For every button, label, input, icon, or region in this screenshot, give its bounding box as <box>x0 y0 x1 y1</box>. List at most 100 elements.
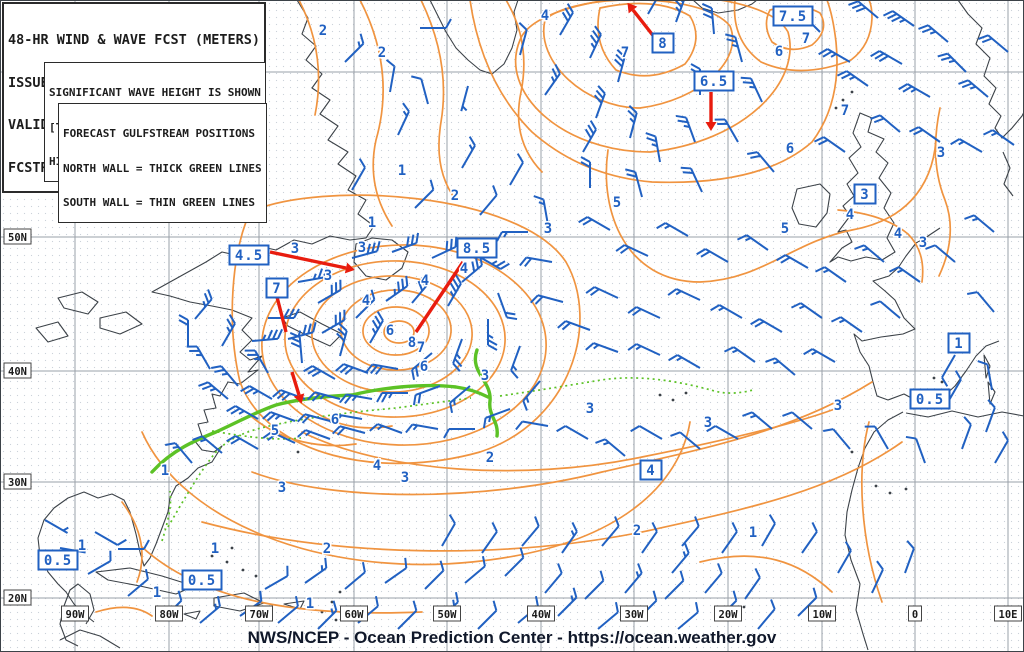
svg-text:50W: 50W <box>438 609 458 621</box>
wave-height-contour <box>514 0 791 153</box>
wind-barb <box>656 222 689 237</box>
wind-barb <box>297 267 328 283</box>
wind-barb <box>221 314 236 347</box>
contour-label: 3 <box>586 401 594 417</box>
contour-label: 4 <box>373 458 381 474</box>
svg-text:80W: 80W <box>160 609 180 621</box>
wave-height-contour <box>362 306 430 356</box>
svg-text:3: 3 <box>860 187 869 203</box>
coastline <box>791 183 831 228</box>
svg-text:0: 0 <box>912 609 918 621</box>
wind-barb <box>585 286 619 299</box>
svg-text:1: 1 <box>954 336 963 352</box>
contour-label: 6 <box>331 412 339 428</box>
longitude-label: 90W <box>61 605 89 622</box>
wind-barb <box>479 185 498 216</box>
svg-text:50N: 50N <box>8 232 27 244</box>
wind-barb <box>761 514 776 547</box>
wind-barb <box>964 214 995 233</box>
wind-barb <box>297 413 331 424</box>
wind-barb <box>369 311 384 344</box>
wind-barb <box>837 70 869 87</box>
wind-barb <box>721 522 738 554</box>
wind-barb <box>624 563 643 594</box>
svg-text:40W: 40W <box>532 609 552 621</box>
wind-barb <box>889 266 921 283</box>
wind-barb <box>680 166 703 193</box>
longitude-label: 30W <box>620 605 648 622</box>
longitude-label: 70W <box>245 605 273 622</box>
wind-barb <box>627 343 661 356</box>
svg-text:30W: 30W <box>625 609 645 621</box>
coastline <box>1002 151 1014 197</box>
wind-barb <box>742 411 773 430</box>
wind-barb <box>461 136 476 169</box>
coastline <box>59 583 95 647</box>
svg-text:10E: 10E <box>999 609 1018 621</box>
wind-barb <box>578 216 611 231</box>
wind-barb <box>351 241 381 259</box>
wind-barb <box>44 519 69 534</box>
wave-extreme-label: 7.5 <box>772 5 814 27</box>
wind-barb <box>519 256 553 267</box>
contour-label: 6 <box>786 141 794 157</box>
wave-height-contour <box>284 260 506 418</box>
wind-barb <box>765 357 796 376</box>
wind-barb <box>412 385 441 406</box>
svg-text:6.5: 6.5 <box>700 74 728 90</box>
contour-label: 5 <box>613 195 621 211</box>
svg-text:20N: 20N <box>8 593 27 605</box>
wind-barb <box>983 129 1015 146</box>
wave-extreme-label: 8 <box>651 32 675 54</box>
wind-barb <box>601 516 620 547</box>
wind-barb <box>307 391 341 402</box>
island-dot <box>742 605 746 609</box>
gulfstream-south-wall <box>161 490 172 542</box>
island-dot <box>834 106 838 110</box>
wind-barb <box>487 319 498 351</box>
latitude-label: 50N <box>3 228 32 245</box>
wave-height-contour <box>934 107 952 277</box>
red-movement-arrow <box>269 250 355 274</box>
island-dot <box>338 590 342 594</box>
wind-barb <box>557 587 578 617</box>
wave-height-contour <box>383 320 415 344</box>
contour-label: 1 <box>211 541 219 557</box>
wind-barb <box>240 385 273 400</box>
wind-barb <box>977 360 993 391</box>
wave-height-contour <box>301 406 841 472</box>
wind-barb <box>336 323 348 357</box>
wind-barb <box>244 349 269 374</box>
contour-label: 6 <box>386 323 394 339</box>
wind-barb <box>460 85 469 112</box>
wave-height-contour <box>311 275 473 393</box>
wind-barb <box>397 102 410 136</box>
wave-extreme-label: 7 <box>265 277 289 299</box>
wave-extreme-label: 1 <box>947 332 971 354</box>
wave-height-contour <box>95 606 153 617</box>
wind-barb <box>776 254 809 269</box>
wave-height-contour <box>597 2 697 77</box>
wind-barb <box>641 522 658 554</box>
wind-barb <box>194 289 213 320</box>
wind-barb <box>329 413 363 424</box>
wind-barb <box>837 541 852 574</box>
contour-label: 4 <box>541 8 549 24</box>
wind-barb <box>226 435 259 450</box>
wind-barb <box>443 428 475 439</box>
wind-barb <box>376 392 408 403</box>
island-dot <box>684 391 688 395</box>
wind-barb <box>544 64 561 96</box>
wave-height-contour <box>201 441 903 552</box>
wind-barb <box>277 595 299 624</box>
contour-label: 8 <box>408 335 416 351</box>
wind-barb <box>814 136 846 153</box>
wind-barb <box>904 540 915 574</box>
coastline <box>99 311 143 335</box>
contour-label: 4 <box>846 207 854 223</box>
latitude-label: 40N <box>3 362 32 379</box>
wind-barb <box>178 314 189 346</box>
contour-label: 3 <box>291 241 299 257</box>
wind-barb <box>580 156 591 188</box>
contour-label: 6 <box>420 359 428 375</box>
